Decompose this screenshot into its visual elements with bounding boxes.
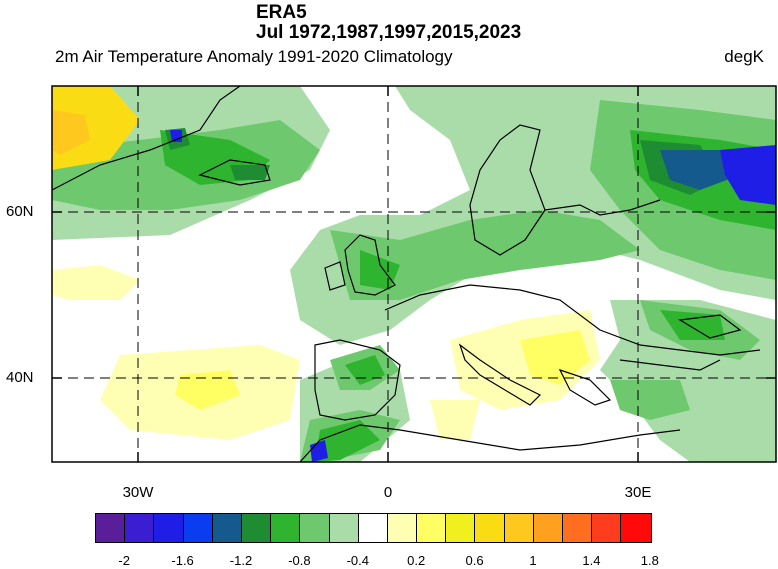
variable-label: 2m Air Temperature Anomaly 1991-2020 Cli…	[55, 47, 453, 66]
colorbar-swatch	[125, 514, 155, 542]
teal-anomaly-fields	[660, 150, 740, 190]
colorbar-tick-label: 0.2	[407, 553, 426, 568]
colorbar-swatch	[271, 514, 301, 542]
colorbar-tick-label: -0.4	[346, 553, 369, 568]
coastlines	[52, 86, 761, 462]
gold-anomaly-fields	[52, 86, 140, 170]
lat-label-40n: 40N	[6, 369, 34, 386]
colorbar-swatch	[212, 514, 242, 542]
map-frame	[51, 85, 777, 463]
colorbar-swatch	[504, 514, 534, 542]
colorbar-swatch	[183, 514, 213, 542]
lon-label-0: 0	[383, 484, 393, 501]
colorbar-tick-label: -1.2	[229, 553, 253, 568]
date-subtitle: Jul 1972,1987,1997,2015,2023	[256, 22, 522, 43]
blue-anomaly-fields	[170, 130, 776, 462]
colorbar-swatch	[533, 514, 563, 542]
colorbar-tick-label: 1	[529, 553, 537, 568]
lon-label-30w: 30W	[122, 484, 154, 501]
colorbar-swatch	[154, 514, 184, 542]
colorbar-tick-label: -2	[118, 553, 130, 568]
graticule	[52, 86, 776, 462]
axis-ticks	[52, 86, 776, 462]
colorbar-tick-label: -1.6	[171, 553, 194, 568]
colorbar-swatch	[563, 514, 593, 542]
colorbar-swatch	[387, 514, 418, 542]
colorbar-swatch	[241, 514, 272, 542]
colorbar-swatch	[96, 514, 126, 542]
units-label: degK	[724, 47, 764, 66]
colorbar-swatch	[358, 514, 388, 542]
lon-label-30e: 30E	[624, 484, 652, 501]
colorbar-swatch	[592, 514, 622, 542]
colorbar-tick-label: 1.8	[640, 553, 659, 568]
colorbar-swatch	[446, 514, 476, 542]
yellow-anomaly-fields	[175, 330, 590, 410]
colorbar-swatch	[621, 514, 651, 542]
orange-anomaly-fields	[52, 110, 90, 155]
colorbar-swatch	[475, 514, 505, 542]
colorbar	[95, 513, 652, 543]
colorbar-swatch	[300, 514, 330, 542]
colorbar-tick-label: -0.8	[288, 553, 311, 568]
colorbar-tick-label: 0.6	[465, 553, 484, 568]
lat-label-60n: 60N	[6, 203, 34, 220]
colorbar-swatch	[417, 514, 447, 542]
colorbar-swatch	[329, 514, 359, 542]
chart-title: ERA5	[256, 2, 307, 23]
colorbar-tick-label: 1.4	[582, 553, 601, 568]
